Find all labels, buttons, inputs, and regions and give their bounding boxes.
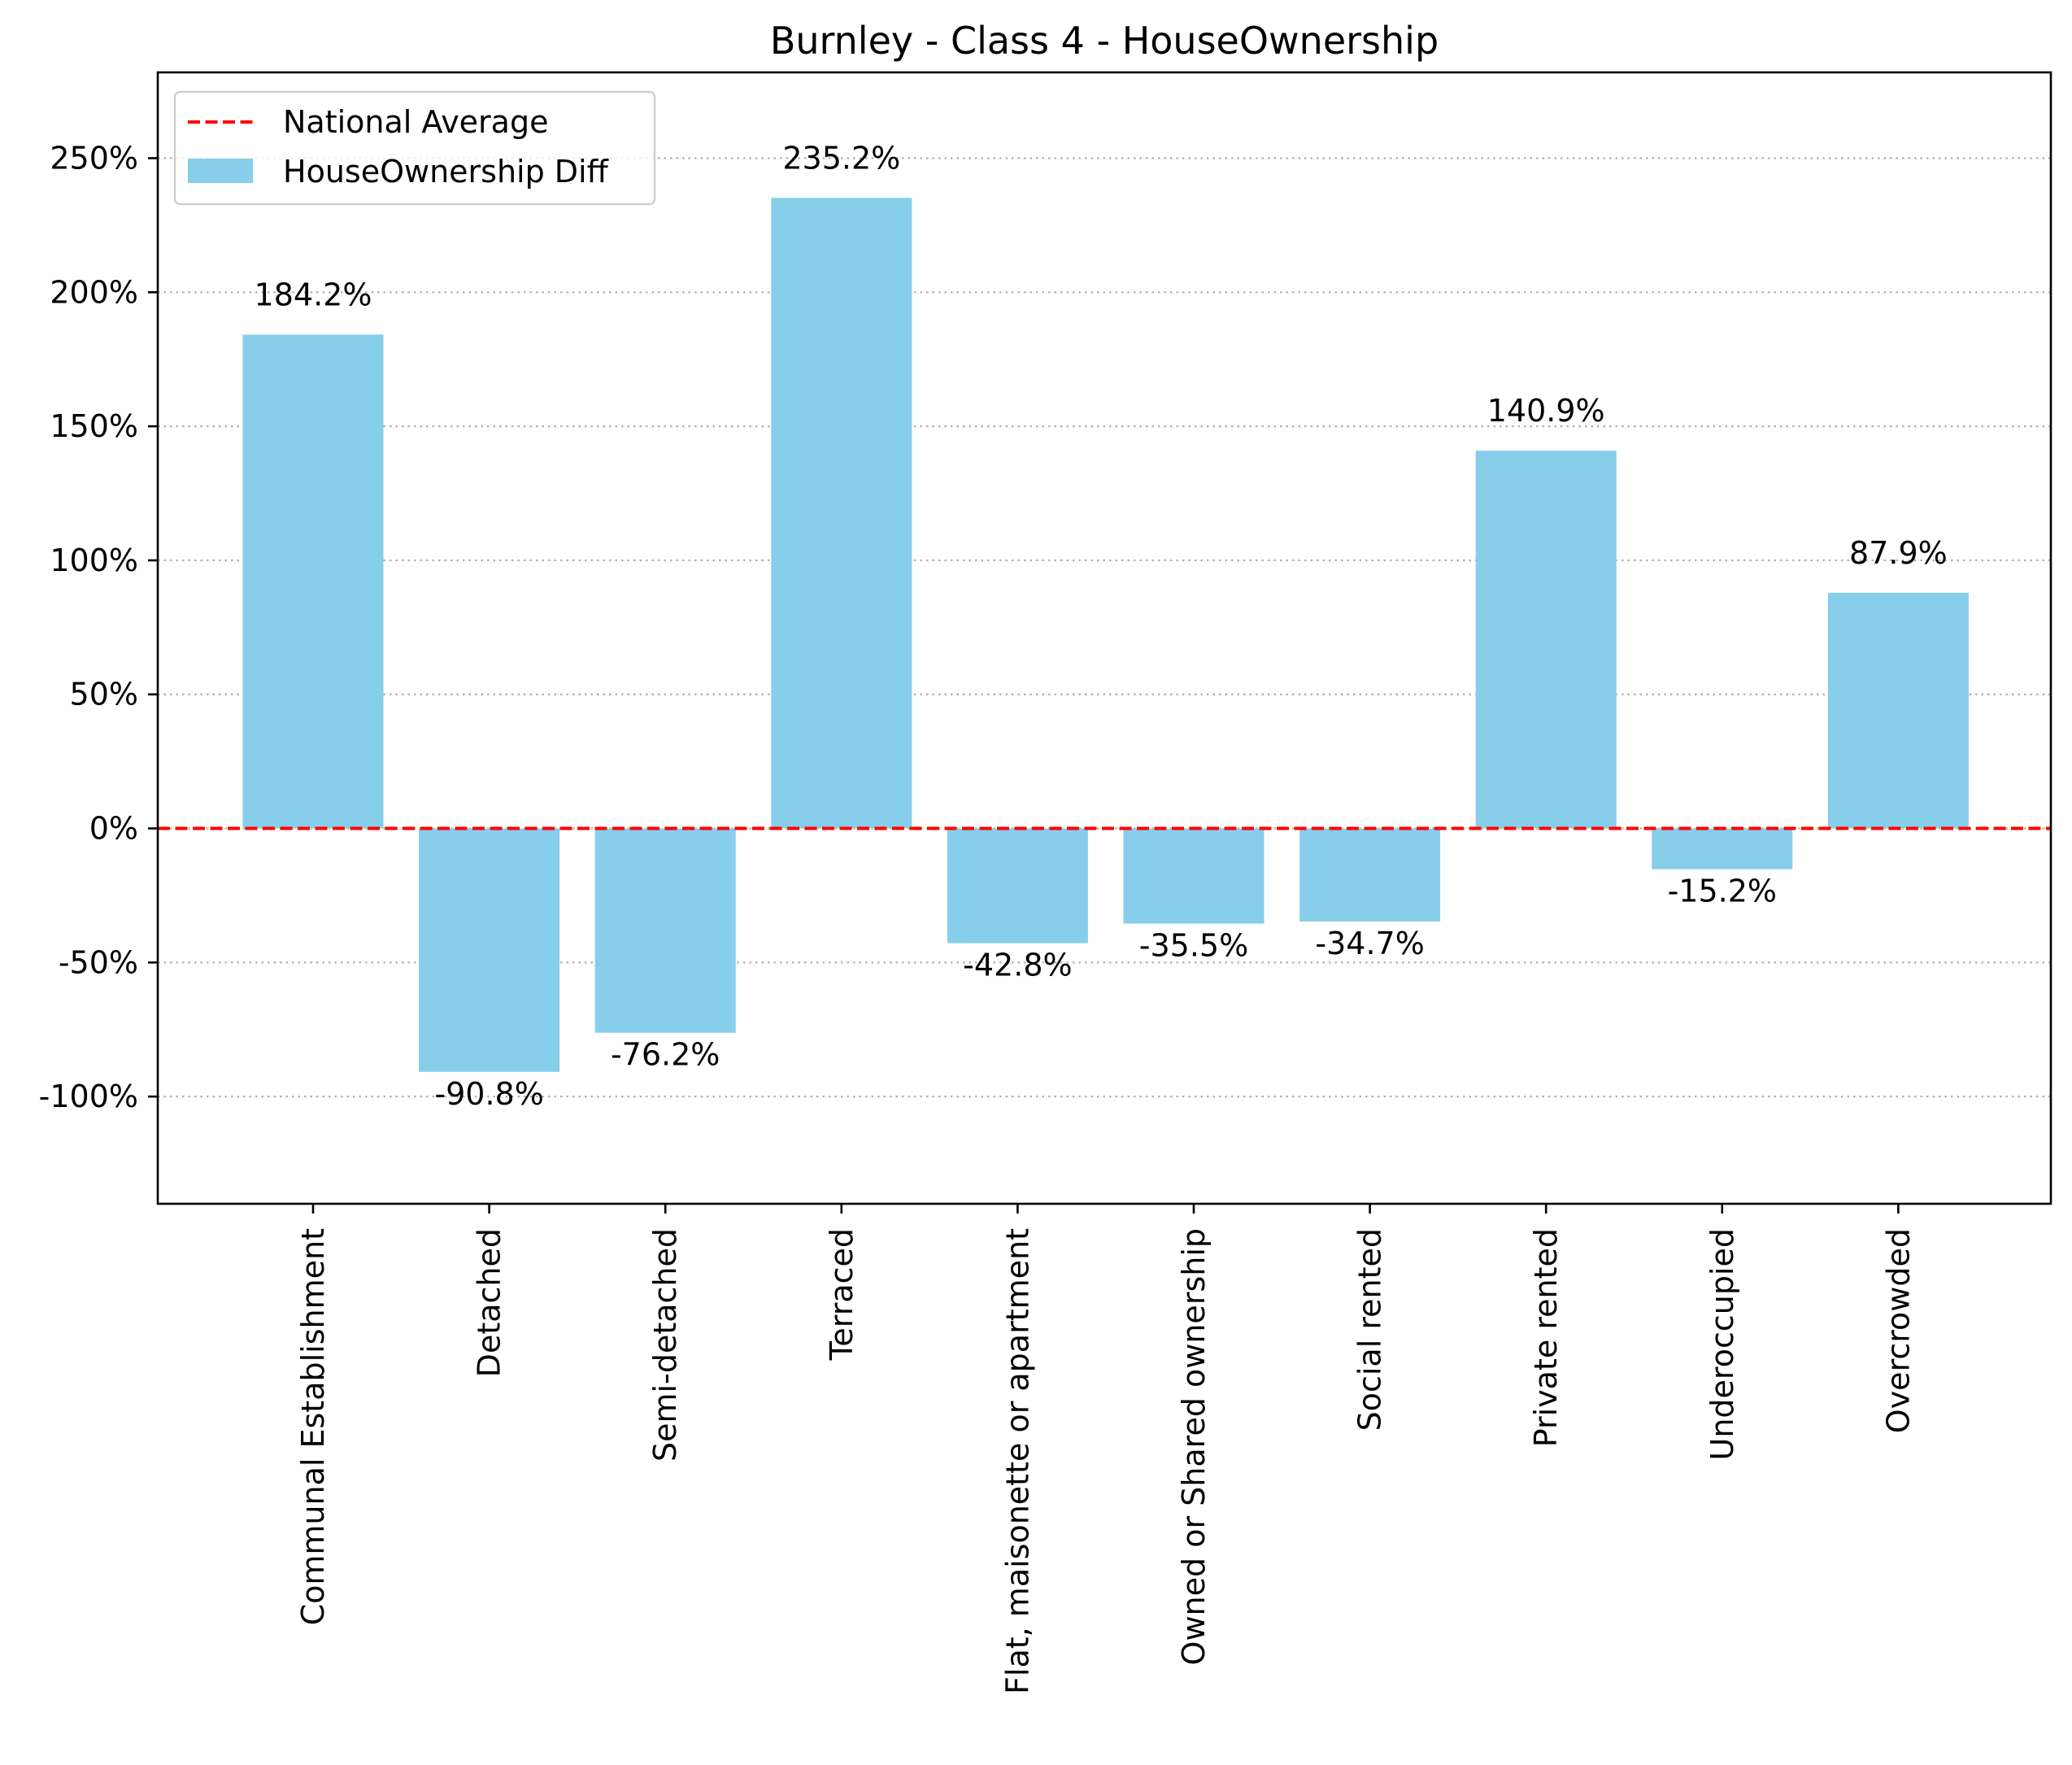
- data-label: 235.2%: [782, 140, 900, 176]
- data-label: -76.2%: [611, 1037, 720, 1073]
- x-tick-label: Detached: [472, 1228, 507, 1377]
- x-tick-label: Overcrowded: [1880, 1228, 1916, 1433]
- y-tick-label: 200%: [50, 274, 138, 310]
- data-labels: 184.2% -90.8% -76.2% 235.2% -42.8% -35.5% -34.…: [255, 140, 1948, 1112]
- data-label: -15.2%: [1668, 874, 1777, 909]
- x-tick-label: Underoccupied: [1704, 1228, 1740, 1460]
- y-tick-label: 0%: [89, 811, 138, 847]
- data-label: 140.9%: [1487, 393, 1605, 429]
- data-label: -42.8%: [963, 948, 1072, 983]
- x-tick-label: Private rented: [1528, 1228, 1564, 1447]
- y-tick-label: -50%: [59, 944, 138, 980]
- data-label: -90.8%: [434, 1076, 543, 1112]
- y-tick-label: 150%: [50, 408, 138, 444]
- x-tick-label: Social rented: [1352, 1228, 1388, 1431]
- legend-label: HouseOwnership Diff: [283, 154, 609, 190]
- plot-frame: [156, 71, 2052, 1205]
- data-label: -34.7%: [1315, 926, 1424, 961]
- legend: National Average HouseOwnership Diff: [173, 90, 656, 206]
- x-tick-label: Terraced: [824, 1228, 860, 1361]
- bar: [947, 828, 1088, 944]
- chart-title: Burnley - Class 4 - HouseOwnership: [770, 19, 1439, 63]
- y-tick-label: -100%: [39, 1079, 138, 1114]
- bar: [1827, 592, 1969, 829]
- bar: [242, 334, 384, 829]
- bar: [771, 198, 912, 829]
- bars: [242, 198, 1969, 1072]
- x-tick-label: Semi-detached: [647, 1228, 683, 1462]
- bar: [1475, 451, 1617, 829]
- legend-label: National Average: [283, 104, 548, 140]
- bar: [1652, 828, 1793, 869]
- bar: [419, 828, 560, 1072]
- legend-box: [173, 90, 656, 206]
- data-label: 87.9%: [1849, 535, 1948, 571]
- legend-swatch-houseownership-diff: [188, 159, 253, 183]
- y-tick-label: 50%: [70, 677, 138, 713]
- data-label: 184.2%: [255, 277, 372, 312]
- axes: -100% -50% 0% 50% 100% 150% 200% 250% Communal E…: [39, 71, 2052, 1694]
- data-label: -35.5%: [1139, 928, 1248, 964]
- x-tick-label: Owned or Shared ownership: [1176, 1228, 1212, 1665]
- x-tick-label: Flat, maisonette or apartment: [999, 1228, 1035, 1694]
- x-tick-label: Communal Establishment: [295, 1228, 331, 1625]
- bar: [594, 828, 736, 1033]
- y-tick-label: 100%: [50, 543, 138, 578]
- y-tick-label: 250%: [50, 140, 138, 176]
- bar: [1299, 828, 1441, 922]
- bar: [1123, 828, 1265, 924]
